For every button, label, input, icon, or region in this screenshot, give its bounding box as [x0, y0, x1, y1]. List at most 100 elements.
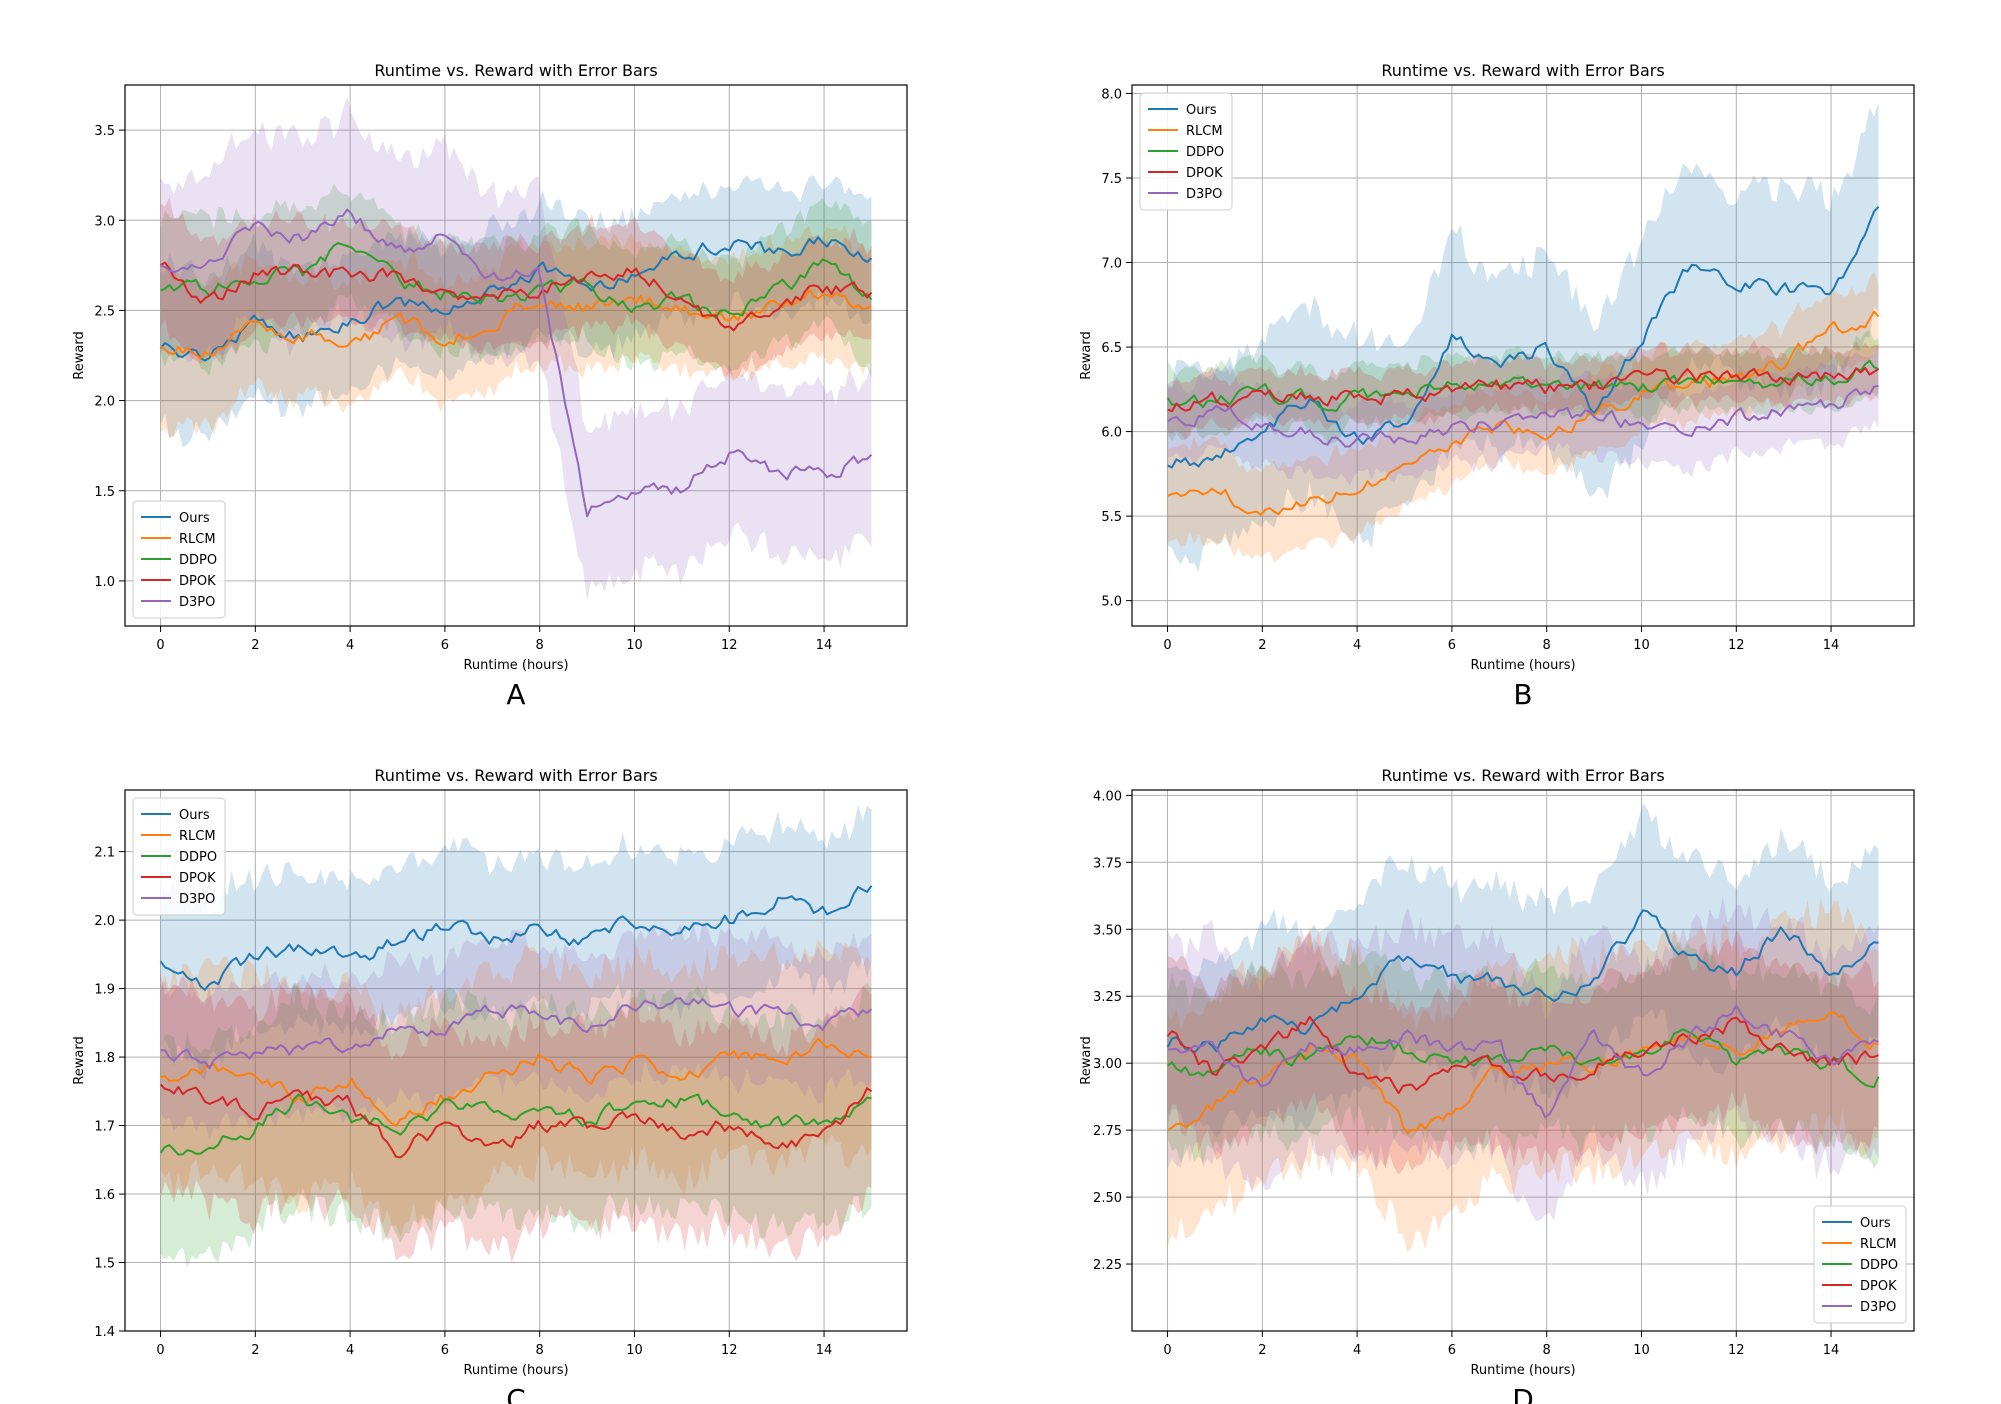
- y-tick-label: 4.00: [1093, 789, 1122, 804]
- legend-entry-ours: Ours: [1186, 103, 1217, 118]
- y-axis-label: Reward: [72, 331, 87, 379]
- x-tick-label: 10: [1633, 638, 1650, 653]
- y-tick-label: 1.4: [94, 1325, 115, 1340]
- legend-box: [1813, 1205, 1907, 1324]
- series-line-ours: [1167, 206, 1880, 469]
- series-line-ours: [159, 885, 873, 991]
- legend-entry-ddpo: DDPO: [1186, 145, 1224, 160]
- legend-entry-ddpo: DDPO: [179, 553, 217, 568]
- chart-title: Runtime vs. Reward with Error Bars: [374, 61, 657, 80]
- error-band-dpok: [1167, 930, 1879, 1175]
- legend-entry-rlcm: RLCM: [179, 532, 216, 547]
- series-line-d3po: [160, 997, 873, 1070]
- x-axis-label: Runtime (hours): [463, 658, 568, 673]
- legend-entry-d3po: D3PO: [1860, 1300, 1896, 1315]
- x-tick-label: 0: [1163, 638, 1171, 653]
- chart-panel-c: 0 2 4 6 8 10 12 14 1.4 1.5 1.6 1.7 1.8 1.9 2.0 2.1 Runti…: [72, 766, 908, 1404]
- y-tick-label: 1.5: [94, 485, 115, 500]
- panel-label: C: [506, 1383, 526, 1404]
- panel-label: D: [1512, 1383, 1534, 1404]
- legend-entry-d3po: D3PO: [1186, 187, 1222, 202]
- x-tick-label: 12: [1728, 1343, 1745, 1358]
- series-line-ddpo: [1166, 359, 1879, 412]
- y-tick-label: 1.7: [94, 1120, 115, 1135]
- legend-entry-ours: Ours: [179, 511, 210, 526]
- x-tick-label: 6: [1448, 638, 1456, 653]
- y-tick-label: 6.5: [1101, 341, 1122, 356]
- chart-title: Runtime vs. Reward with Error Bars: [1381, 61, 1664, 80]
- series-line-ours: [159, 236, 873, 362]
- axes-frame: [124, 84, 908, 627]
- y-tick-label: 1.5: [94, 1257, 115, 1272]
- y-axis-label: Reward: [1079, 1036, 1094, 1084]
- x-tick-label: 14: [816, 1343, 833, 1358]
- legend: Ours RLCM DDPO DPOK D3PO: [1813, 1205, 1907, 1324]
- y-tick-label: 2.50: [1093, 1191, 1122, 1206]
- y-tick-label: 8.0: [1101, 87, 1122, 102]
- x-tick-label: 4: [346, 1343, 354, 1358]
- chart-title: Runtime vs. Reward with Error Bars: [374, 766, 657, 785]
- x-tick-label: 14: [816, 638, 833, 653]
- error-band-ddpo: [160, 982, 872, 1268]
- y-tick-label: 6.0: [1101, 426, 1122, 441]
- series-line-ours: [1166, 909, 1879, 1054]
- legend: Ours RLCM DDPO DPOK D3PO: [132, 797, 226, 916]
- legend-entry-ours: Ours: [1860, 1216, 1891, 1231]
- legend-entry-rlcm: RLCM: [1860, 1237, 1897, 1252]
- legend-box: [132, 500, 226, 619]
- x-tick-label: 6: [441, 638, 449, 653]
- legend-entry-d3po: D3PO: [179, 595, 215, 610]
- x-tick-label: 8: [1543, 638, 1551, 653]
- y-tick-label: 1.6: [94, 1188, 115, 1203]
- panel-label: A: [506, 678, 525, 711]
- x-tick-label: 14: [1823, 1343, 1840, 1358]
- legend-entry-d3po: D3PO: [179, 892, 215, 907]
- x-tick-label: 12: [1728, 638, 1745, 653]
- chart-panel-b: 0 2 4 6 8 10 12 14 5.0 5.5 6.0 6.5 7.0 7.5 8.0 Runtime …: [1079, 61, 1915, 711]
- chart-title: Runtime vs. Reward with Error Bars: [1381, 766, 1664, 785]
- error-band-ddpo: [1167, 941, 1879, 1169]
- chart-panel-d: 0 2 4 6 8 10 12 14 2.25 2.50 2.75 3.00 3.25 3.50 3.75 4…: [1079, 766, 1915, 1404]
- y-tick-label: 2.0: [94, 395, 115, 410]
- legend-entry-dpok: DPOK: [179, 871, 216, 886]
- plot-area: [159, 96, 873, 602]
- series-line-rlcm: [160, 1037, 872, 1127]
- y-tick-label: 2.25: [1093, 1258, 1122, 1273]
- error-band-d3po: [1167, 344, 1879, 486]
- panel-label: B: [1513, 678, 1532, 711]
- error-band-rlcm: [1167, 271, 1879, 564]
- legend-entry-ddpo: DDPO: [1860, 1258, 1898, 1273]
- series-line-dpok: [159, 261, 873, 332]
- error-band-ours: [160, 175, 872, 448]
- error-band-rlcm: [160, 938, 872, 1237]
- y-tick-label: 1.9: [94, 983, 115, 998]
- y-tick-label: 5.5: [1101, 510, 1122, 525]
- error-band-ddpo: [160, 183, 872, 379]
- x-tick-label: 10: [626, 1343, 643, 1358]
- series-line-d3po: [160, 208, 873, 518]
- error-band-rlcm: [160, 224, 872, 438]
- x-axis-label: Runtime (hours): [1470, 1363, 1575, 1378]
- error-band-ddpo: [1167, 330, 1879, 444]
- x-tick-label: 4: [1353, 638, 1361, 653]
- legend-entry-rlcm: RLCM: [1186, 124, 1223, 139]
- series-line-rlcm: [1167, 310, 1880, 516]
- legend-box: [1139, 92, 1233, 211]
- y-tick-label: 7.5: [1101, 172, 1122, 187]
- plot-area: [159, 804, 873, 1268]
- axes-frame: [124, 789, 908, 1332]
- y-tick-label: 2.75: [1093, 1124, 1122, 1139]
- legend-entry-dpok: DPOK: [1860, 1279, 1897, 1294]
- error-band-dpok: [160, 972, 872, 1263]
- error-band-dpok: [1167, 340, 1879, 440]
- x-axis-label: Runtime (hours): [463, 1363, 568, 1378]
- error-band-ours: [1167, 102, 1879, 573]
- x-tick-label: 8: [536, 1343, 544, 1358]
- y-tick-label: 5.0: [1101, 595, 1122, 610]
- legend-entry-ddpo: DDPO: [179, 850, 217, 865]
- y-axis-label: Reward: [1079, 331, 1094, 379]
- x-tick-label: 2: [251, 638, 259, 653]
- legend-entry-ours: Ours: [179, 808, 210, 823]
- y-tick-label: 3.5: [94, 124, 115, 139]
